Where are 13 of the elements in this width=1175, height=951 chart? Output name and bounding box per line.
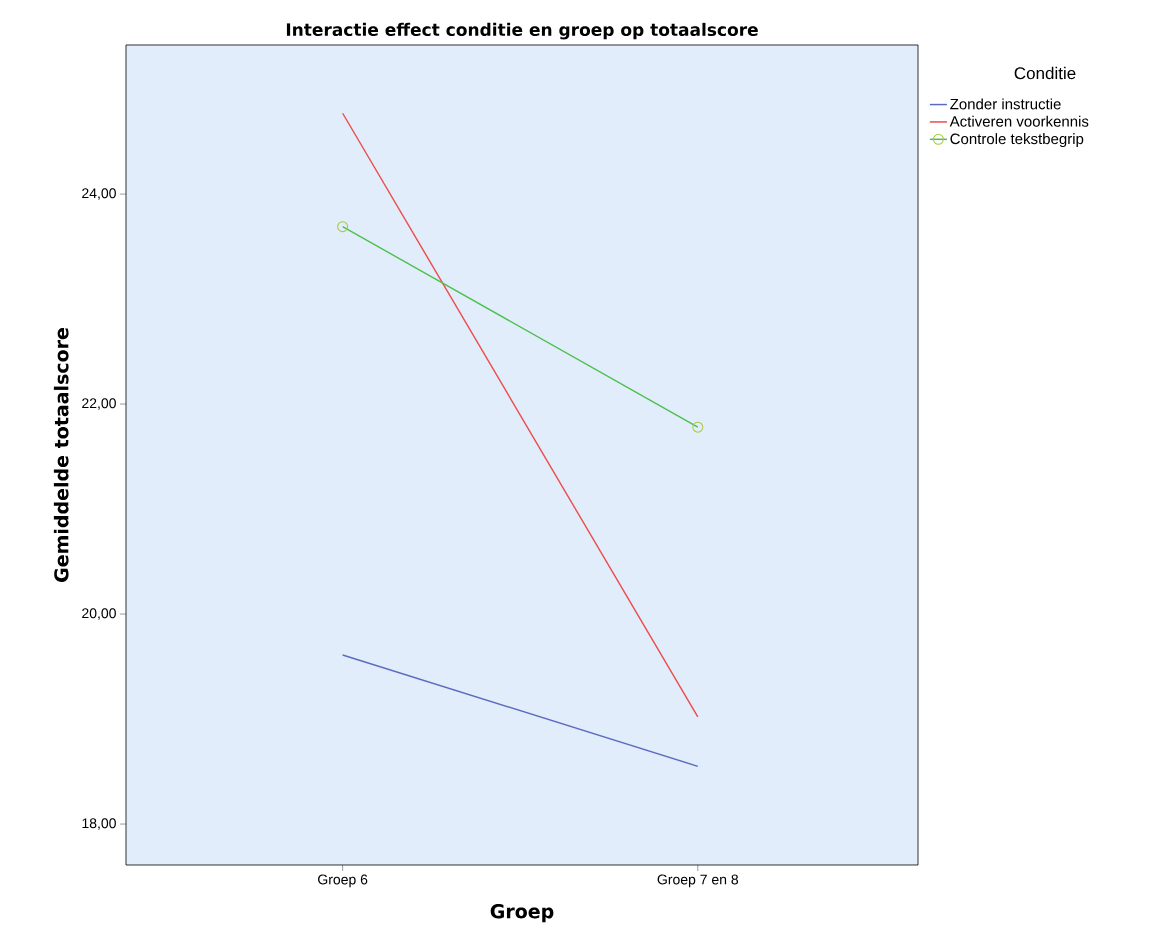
chart-title: Interactie effect conditie en groep op totaalscore bbox=[286, 22, 758, 40]
y-tick-label: 18,00 bbox=[82, 818, 116, 830]
x-axis-title: Groep bbox=[490, 904, 554, 923]
legend-label: Activeren voorkennis bbox=[949, 115, 1089, 127]
y-tick-label: 20,00 bbox=[82, 608, 116, 620]
x-tick-label: Groep 7 en 8 bbox=[657, 874, 739, 888]
y-tick-label: 24,00 bbox=[82, 188, 116, 200]
legend-title: Conditie bbox=[1014, 66, 1076, 80]
legend-label: Zonder instructie bbox=[950, 98, 1061, 110]
y-axis-title: Gemiddelde totaalscore bbox=[53, 328, 69, 582]
legend-label: Controle tekstbegrip bbox=[950, 133, 1084, 148]
x-tick-label: Groep 6 bbox=[318, 874, 368, 888]
y-tick-label: 22,00 bbox=[82, 398, 116, 410]
